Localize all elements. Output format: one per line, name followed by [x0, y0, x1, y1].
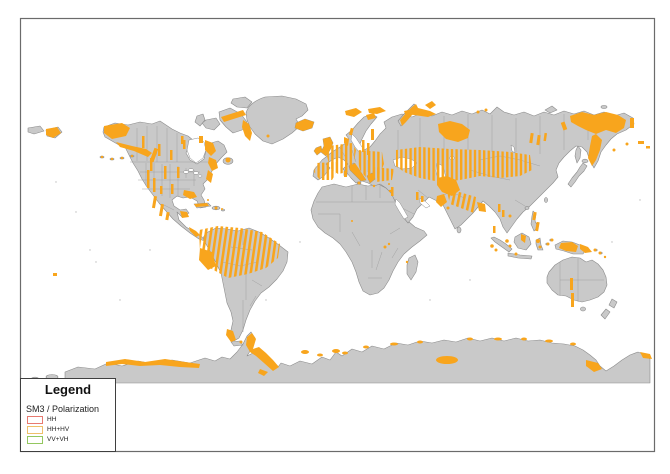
legend-swatch-vv-vh [27, 436, 43, 444]
coverage-kamchatka [588, 134, 602, 166]
greenland [245, 95, 309, 145]
coverage-central-asia [396, 147, 532, 182]
coverage-turkey [372, 167, 394, 182]
legend-label-hh: HH [47, 416, 57, 423]
legend-label-vv-vh: VV+VH [47, 436, 69, 443]
landmasses [27, 95, 651, 384]
coverage-strip-bands [199, 143, 532, 278]
coverage-chukotka [570, 112, 626, 134]
legend-box: Legend SM3 / Polarization HH HH+HV VV+VH [20, 378, 116, 452]
red-sea [394, 198, 409, 220]
map-frame [19, 17, 656, 453]
continent-australia [546, 256, 608, 303]
legend-item: HH+HV [27, 426, 115, 434]
coverage-ural [438, 121, 470, 142]
legend-label-hh-hv: HH+HV [47, 426, 70, 433]
legend-layer-name: SM3 / Polarization [26, 404, 100, 414]
ocean-speckles [55, 181, 641, 301]
continent-antarctica [64, 331, 651, 384]
coverage-hawaii [53, 273, 57, 276]
legend-title: Legend [44, 382, 92, 397]
coverage-patches [46, 101, 652, 376]
coverage-iberia [314, 162, 338, 180]
coverage-south-america [199, 226, 280, 278]
continent-north-america [102, 120, 228, 242]
legend-item: HH [27, 416, 115, 424]
coverage-iceland [295, 119, 314, 131]
coverage-new-guinea [559, 242, 578, 252]
legend-swatch-hh [27, 416, 43, 424]
legend-item: VV+VH [27, 436, 115, 444]
coverage-iran [437, 176, 460, 196]
legend-swatch-hh-hv [27, 426, 43, 434]
